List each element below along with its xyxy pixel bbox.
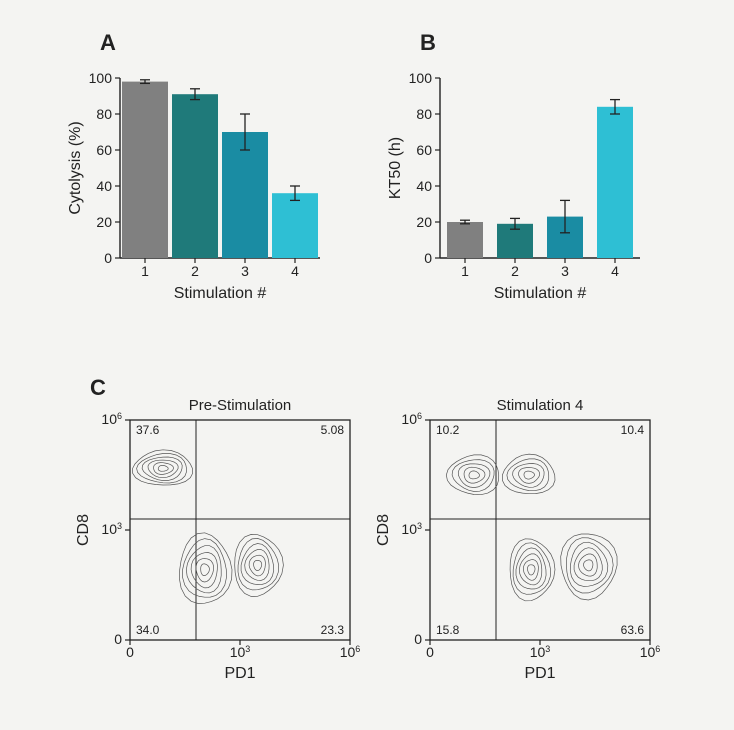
panelC-plot-0-q-br: 23.3 bbox=[321, 623, 345, 637]
panelC-plot-0-q-bl: 34.0 bbox=[136, 623, 160, 637]
panelA-chart-xlabel: Stimulation # bbox=[174, 285, 267, 302]
svg-text:103: 103 bbox=[530, 644, 551, 660]
svg-text:106: 106 bbox=[101, 411, 122, 427]
panelC-plot-1-ylabel: CD8 bbox=[375, 514, 392, 546]
panelC-plot-1-title: Stimulation 4 bbox=[497, 397, 584, 414]
panelC-plot-0-q-tr: 5.08 bbox=[321, 423, 345, 437]
svg-text:106: 106 bbox=[401, 411, 422, 427]
panelA-chart-ytick: 80 bbox=[96, 106, 112, 122]
panelA-chart-bar-1 bbox=[122, 82, 168, 258]
panelC-plot-1-q-tl: 10.2 bbox=[436, 423, 460, 437]
panelA-chart-xtick-3: 3 bbox=[241, 263, 249, 279]
figure-canvas: 020406080100Cytolysis (%)1234Stimulation… bbox=[0, 0, 734, 730]
panelA-chart-bar-4 bbox=[272, 193, 318, 258]
panelB-chart-bar-1 bbox=[447, 222, 483, 258]
panelC-plot-0-ylabel: CD8 bbox=[75, 514, 92, 546]
panelB-chart-xtick-3: 3 bbox=[561, 263, 569, 279]
svg-text:0: 0 bbox=[126, 644, 134, 660]
panelA-chart-bar-2 bbox=[172, 94, 218, 258]
panelB-chart bbox=[435, 78, 640, 263]
panelB-chart-xtick-2: 2 bbox=[511, 263, 519, 279]
panelA-chart-ytick: 60 bbox=[96, 142, 112, 158]
panelA-chart-xtick-4: 4 bbox=[291, 263, 299, 279]
panelA-chart-xtick-1: 1 bbox=[141, 263, 149, 279]
panelA-chart-ytick: 0 bbox=[104, 250, 112, 266]
panelB-chart-ylabel: KT50 (h) bbox=[387, 137, 404, 199]
svg-text:103: 103 bbox=[101, 521, 122, 537]
svg-text:103: 103 bbox=[230, 644, 251, 660]
svg-text:106: 106 bbox=[640, 644, 661, 660]
panelC-plot-0-q-tl: 37.6 bbox=[136, 423, 160, 437]
panelC-plot-1-q-bl: 15.8 bbox=[436, 623, 460, 637]
panelB-chart-xtick-4: 4 bbox=[611, 263, 619, 279]
svg-text:103: 103 bbox=[401, 521, 422, 537]
panelC-plot-1-q-tr: 10.4 bbox=[621, 423, 645, 437]
panelA-chart-ytick: 100 bbox=[89, 70, 113, 86]
panelC-plot-0-title: Pre-Stimulation bbox=[189, 397, 292, 414]
panelB-chart-ytick: 40 bbox=[416, 178, 432, 194]
panelA-chart-ytick: 40 bbox=[96, 178, 112, 194]
svg-text:106: 106 bbox=[340, 644, 361, 660]
panelB-chart-ytick: 0 bbox=[424, 250, 432, 266]
panelA-chart-bar-3 bbox=[222, 132, 268, 258]
panelA-chart bbox=[115, 78, 320, 263]
panelC-plot-1-q-br: 63.6 bbox=[621, 623, 645, 637]
panelB-chart-ytick: 20 bbox=[416, 214, 432, 230]
svg-text:0: 0 bbox=[114, 631, 122, 647]
panelC-plot-0-xlabel: PD1 bbox=[224, 665, 255, 682]
panelC-plot-1-xlabel: PD1 bbox=[524, 665, 555, 682]
panelB-chart-xtick-1: 1 bbox=[461, 263, 469, 279]
panelA-chart-xtick-2: 2 bbox=[191, 263, 199, 279]
panelA-chart-ylabel: Cytolysis (%) bbox=[67, 121, 84, 214]
panelB-chart-ytick: 60 bbox=[416, 142, 432, 158]
panelB-chart-xlabel: Stimulation # bbox=[494, 285, 587, 302]
panelB-chart-ytick: 100 bbox=[409, 70, 433, 86]
panelA-chart-ytick: 20 bbox=[96, 214, 112, 230]
svg-text:0: 0 bbox=[414, 631, 422, 647]
panelB-chart-ytick: 80 bbox=[416, 106, 432, 122]
panelB-chart-bar-4 bbox=[597, 107, 633, 258]
svg-text:0: 0 bbox=[426, 644, 434, 660]
